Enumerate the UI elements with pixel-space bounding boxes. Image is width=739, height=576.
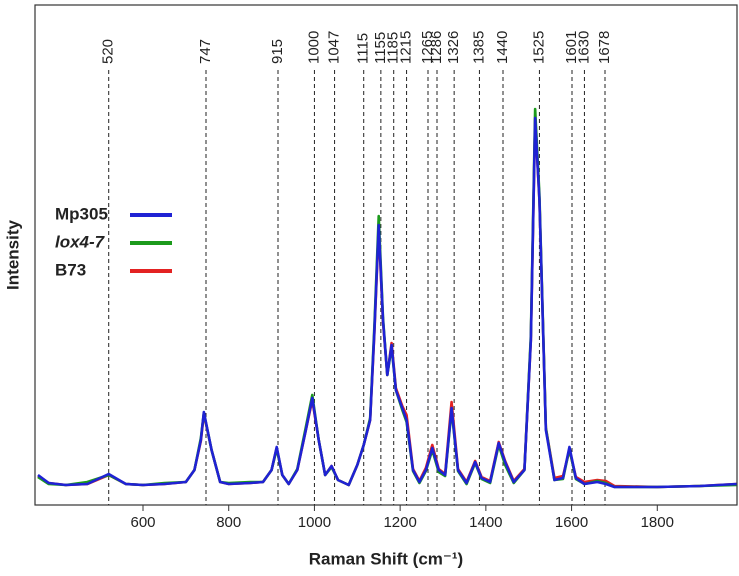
peak-label: 1525 [530, 31, 547, 64]
x-tick-label: 600 [130, 514, 155, 531]
peak-label: 1601 [563, 31, 580, 64]
x-tick-label: 1600 [555, 514, 588, 531]
peak-label: 1385 [470, 31, 487, 64]
spectrum-line [37, 118, 737, 489]
peak-label: 747 [197, 39, 214, 64]
peak-label: 1326 [445, 31, 462, 64]
plot-frame [34, 4, 738, 506]
peak-label: 1265 [419, 31, 436, 64]
legend-label: B73 [55, 260, 86, 279]
peak-label: 520 [100, 39, 117, 64]
x-axis-title: Raman Shift (cm⁻¹) [309, 549, 463, 568]
legend-label: lox4-7 [55, 232, 106, 251]
legend-label: Mp305 [55, 204, 108, 223]
peak-label: 915 [269, 39, 286, 64]
x-tick-label: 800 [216, 514, 241, 531]
peak-label: 1630 [575, 31, 592, 64]
peak-label: 1286 [428, 31, 445, 64]
x-tick-label: 1400 [469, 514, 502, 531]
peak-label: 1215 [398, 31, 415, 64]
x-tick-label: 1800 [641, 514, 674, 531]
x-tick-label: 1200 [383, 514, 416, 531]
y-axis-title: Intensity [3, 220, 22, 290]
spectrum-line [37, 116, 737, 489]
peak-label: 1155 [372, 32, 389, 64]
x-tick-label: 1000 [298, 514, 331, 531]
peak-label: 1115 [355, 33, 372, 64]
peak-label: 1678 [596, 31, 613, 64]
peak-label: 1047 [326, 31, 343, 64]
peak-label: 1440 [494, 31, 511, 64]
peak-label: 1185 [385, 32, 402, 64]
spectrum-line [37, 107, 737, 489]
peak-label: 1000 [305, 31, 322, 64]
